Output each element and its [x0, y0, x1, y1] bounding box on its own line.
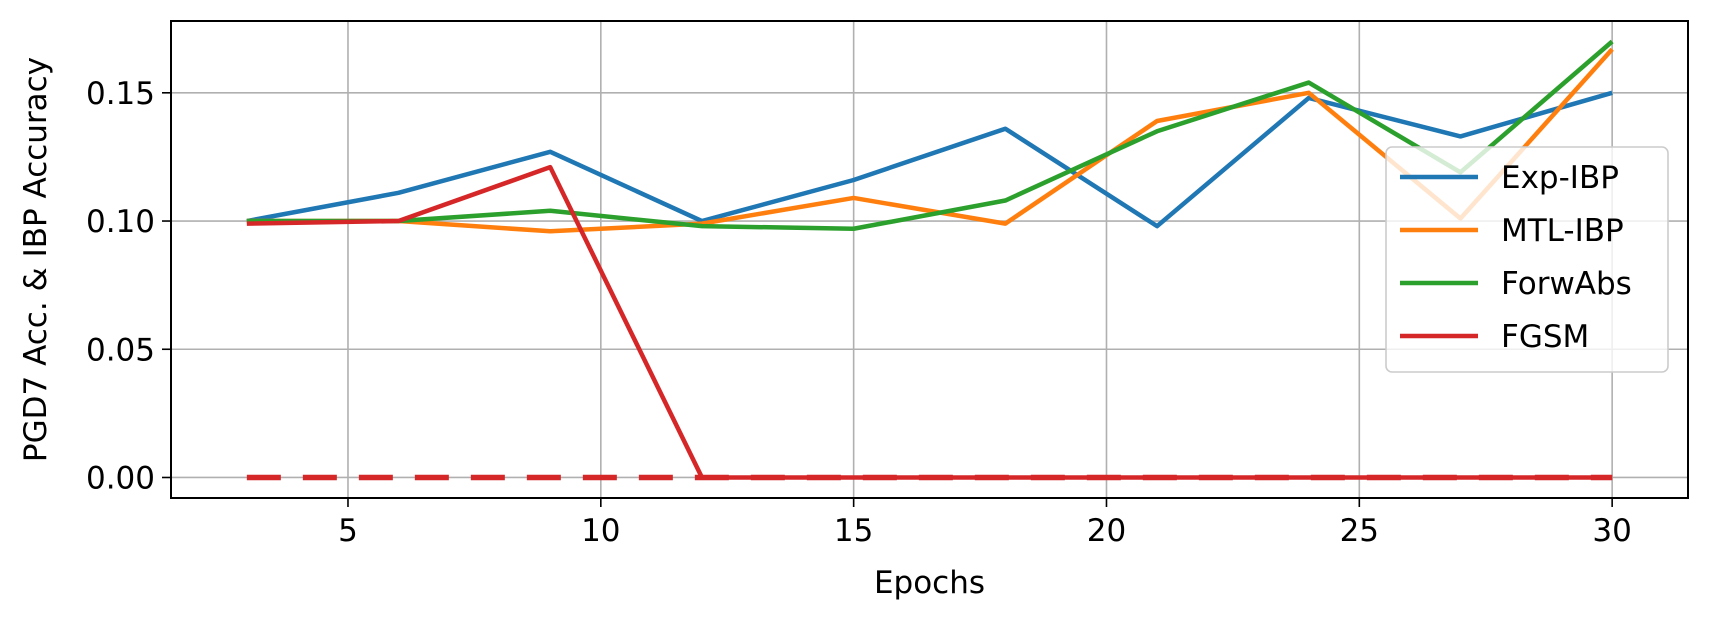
series-line-mtl-ibp: [246, 47, 1614, 234]
legend-label-forwabs: ForwAbs: [1501, 266, 1632, 302]
x-tick-label: 15: [834, 513, 873, 549]
plot-frame: [170, 20, 1689, 499]
series-line-fgsm: [246, 164, 1613, 480]
series-line-forwabs: [246, 39, 1614, 231]
legend: Exp-IBP MTL-IBP ForwAbs FGSM: [1385, 146, 1669, 373]
y-tick-label: 0.15: [86, 76, 155, 112]
series-line-exp-ibp: [246, 90, 1613, 229]
y-tick-label: 0.00: [86, 460, 155, 496]
x-tick-label: 30: [1592, 513, 1631, 549]
x-tick-label: 20: [1087, 513, 1126, 549]
legend-label-mtl-ibp: MTL-IBP: [1501, 213, 1624, 249]
x-tick-label: 10: [581, 513, 620, 549]
legend-label-exp-ibp: Exp-IBP: [1501, 160, 1619, 196]
y-axis-label: PGD7 Acc. & IBP Accuracy: [18, 57, 54, 462]
series-lines: [246, 39, 1614, 481]
legend-label-fgsm: FGSM: [1501, 319, 1589, 355]
y-tick-label: 0.10: [86, 204, 155, 240]
x-tick-label: 25: [1340, 513, 1379, 549]
y-tick-label: 0.05: [86, 332, 155, 368]
x-axis-label: Epochs: [874, 565, 985, 601]
x-axis-ticks: 5 10 15 20 25 30: [338, 498, 1632, 549]
x-tick-label: 5: [338, 513, 358, 549]
y-axis-ticks: 0.00 0.05 0.10 0.15: [86, 76, 171, 496]
legend-box: [1385, 146, 1669, 373]
